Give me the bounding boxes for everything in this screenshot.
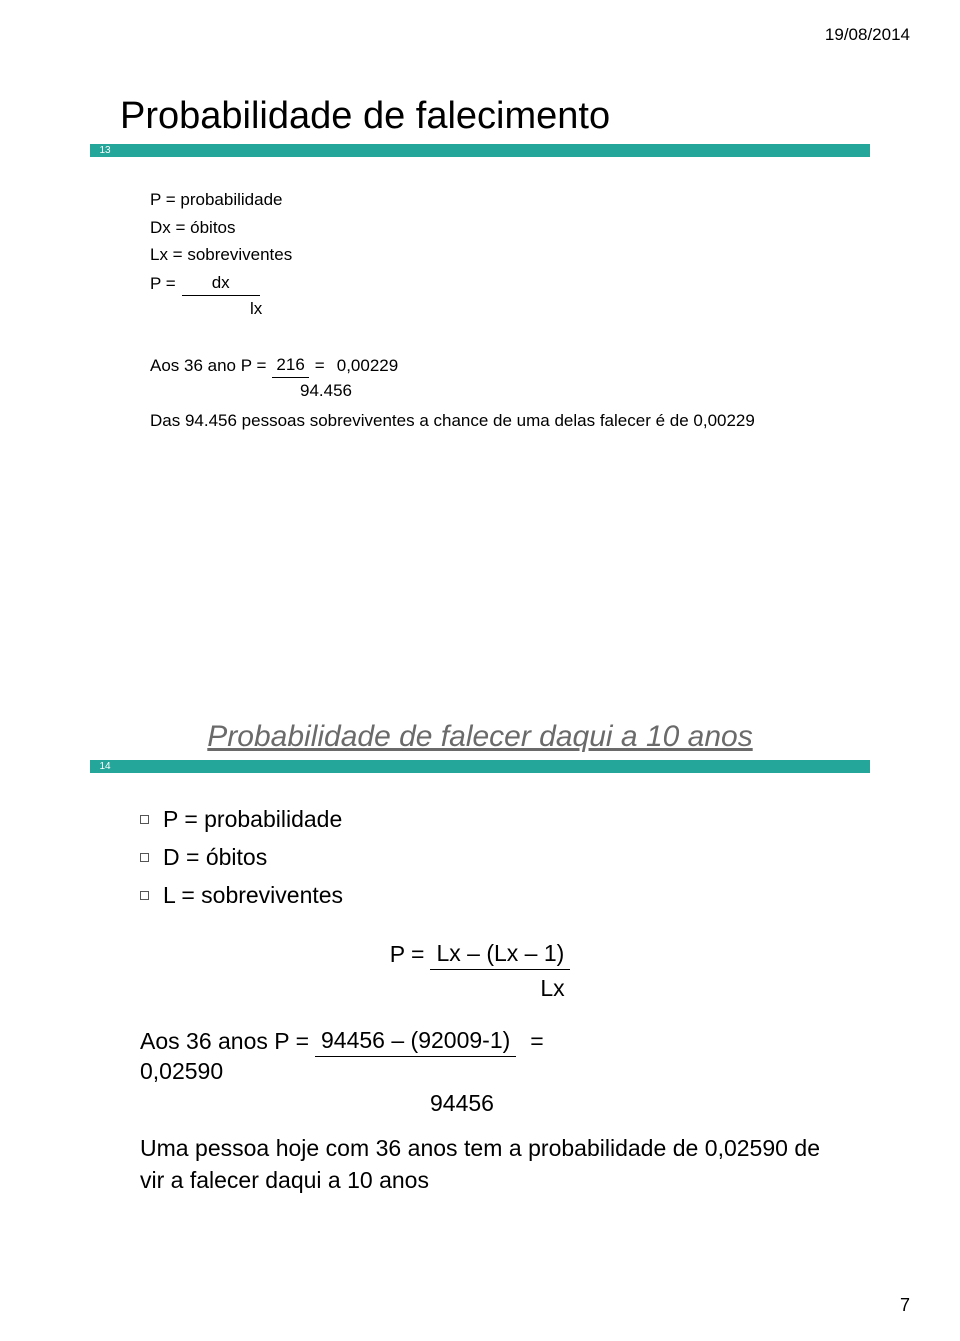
slide1-eq-left: P = [150, 271, 176, 297]
slide2-formula-denominator: Lx [140, 972, 820, 1004]
slide2-bullet-l: L = sobreviventes [140, 879, 820, 911]
slide1-def-p: P = probabilidade [150, 187, 870, 213]
slide2-formula-numerator: Lx – (Lx – 1) [430, 937, 570, 970]
slide1-calc-left: Aos 36 ano P = [150, 353, 266, 379]
slide2-bar-fill [120, 760, 870, 773]
bullet-icon [140, 853, 149, 862]
slide1-conclusion: Das 94.456 pessoas sobreviventes a chanc… [150, 408, 870, 434]
slide1-eq-denominator: lx [150, 296, 870, 322]
header-date: 19/08/2014 [825, 25, 910, 45]
slide2-page-number: 14 [90, 760, 120, 773]
slide1-eq-numerator: dx [182, 270, 260, 297]
slide2-def-l: L = sobreviventes [163, 879, 343, 911]
slide1-calc-row: Aos 36 ano P = 216 = 0,00229 [150, 352, 870, 379]
slide2-calc-equals: = [530, 1025, 543, 1057]
slide1-calc-denominator: 94.456 [150, 378, 870, 404]
slide2-formula-left: P = [390, 938, 425, 970]
bullet-icon [140, 891, 149, 900]
slide2-bullet-p: P = probabilidade [140, 803, 820, 835]
slide1-page-number: 13 [90, 144, 120, 157]
slide2-bar: 14 [90, 760, 870, 773]
slide-2: Probabilidade de falecer daqui a 10 anos… [90, 720, 870, 1260]
slide2-title: Probabilidade de falecer daqui a 10 anos [90, 720, 870, 754]
slide2-calc-result: 0,02590 [140, 1055, 820, 1087]
bullet-icon [140, 815, 149, 824]
footer-page-number: 7 [900, 1295, 910, 1316]
slide1-bar-fill [120, 144, 870, 157]
slide2-calc-numerator: 94456 – (92009-1) [315, 1024, 516, 1057]
slide2-bullets: P = probabilidade D = óbitos L = sobrevi… [140, 803, 820, 912]
slide1-def-d: Dx = óbitos [150, 215, 870, 241]
slide2-calc-denominator: 94456 [140, 1087, 820, 1119]
slide1-title: Probabilidade de falecimento [90, 95, 870, 138]
slide2-def-p: P = probabilidade [163, 803, 342, 835]
slide1-body: P = probabilidade Dx = óbitos Lx = sobre… [90, 187, 870, 433]
slide2-conclusion: Uma pessoa hoje com 36 anos tem a probab… [140, 1132, 820, 1196]
slide2-formula: P = Lx – (Lx – 1) [140, 937, 820, 970]
slide2-bullet-d: D = óbitos [140, 841, 820, 873]
slide-1: Probabilidade de falecimento 13 P = prob… [90, 95, 870, 630]
slide2-body: P = probabilidade D = óbitos L = sobrevi… [90, 803, 870, 1196]
slide1-equation: P = dx [150, 270, 870, 297]
slide1-calc-result: 0,00229 [337, 353, 398, 379]
slide2-calc-left: Aos 36 anos P = [140, 1025, 309, 1057]
slide1-calc-numerator: 216 [272, 352, 308, 379]
slide1-calc-equals: = [315, 353, 325, 379]
slide1-def-l: Lx = sobreviventes [150, 242, 870, 268]
slide2-def-d: D = óbitos [163, 841, 267, 873]
slide1-bar: 13 [90, 144, 870, 157]
slide2-calc-row: Aos 36 anos P = 94456 – (92009-1) = [140, 1024, 820, 1057]
